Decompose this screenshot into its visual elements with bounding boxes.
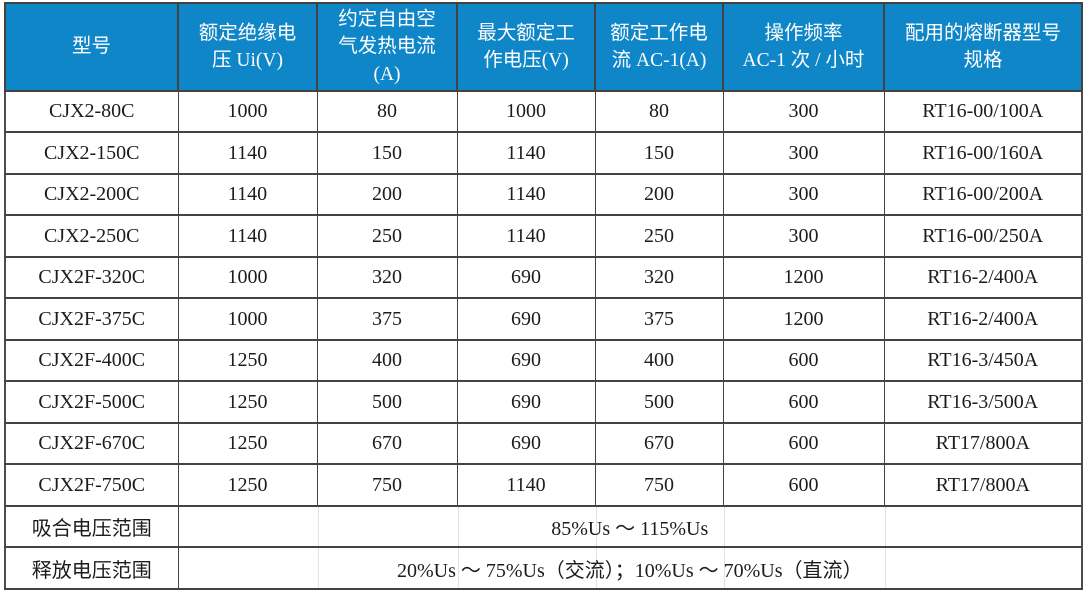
table-cell: 300 [722,89,885,134]
model-cell: CJX2F-400C [4,338,179,383]
footer-value: 20%Us ～ 75%Us（交流）；10%Us ～ 70%Us（直流） [177,546,1083,590]
table-cell: 200 [316,172,458,217]
table-cell: 300 [722,214,885,258]
table-cell: 500 [316,380,458,424]
table-cell: RT16-2/400A [883,297,1083,341]
table-cell: 1000 [177,255,318,300]
model-cell: CJX2F-750C [4,463,179,507]
table-cell: 670 [594,421,724,466]
table-row: CJX2F-750C 1250 750 1140 750 600 RT17/800A [4,463,1083,507]
footer-row: 吸合电压范围 85%Us ～ 115%Us [4,504,1083,549]
table-cell: 750 [316,463,458,507]
table-cell: 250 [594,214,724,258]
table-row: CJX2F-375C 1000 375 690 375 1200 RT16-2/400A [4,297,1083,341]
model-cell: CJX2F-375C [4,297,179,341]
model-cell: CJX2F-320C [4,255,179,300]
table-cell: 400 [316,338,458,383]
table-cell: 690 [456,421,596,466]
table-cell: 375 [316,297,458,341]
table-cell: 1140 [456,214,596,258]
model-cell: CJX2F-500C [4,380,179,424]
table-cell: 1140 [177,214,318,258]
table-cell: 80 [316,89,458,134]
column-header: 最大额定工 作电压(V) [456,2,596,92]
table-cell: 690 [456,338,596,383]
model-cell: CJX2F-670C [4,421,179,466]
table-cell: 150 [316,131,458,175]
table-row: CJX2-150C 1140 150 1140 150 300 RT16-00/160A [4,131,1083,175]
table-cell: 400 [594,338,724,383]
table-cell: 600 [722,463,885,507]
table-cell: RT16-2/400A [883,255,1083,300]
table-cell: 750 [594,463,724,507]
table-cell: 250 [316,214,458,258]
model-cell: CJX2-80C [4,89,179,134]
table-cell: 1200 [722,297,885,341]
table-cell: 690 [456,255,596,300]
column-header: 操作频率 AC-1 次 / 小时 [722,2,885,92]
column-header: 约定自由空 气发热电流 (A) [316,2,458,92]
column-header: 配用的熔断器型号 规格 [883,2,1083,92]
table-cell: RT16-00/250A [883,214,1083,258]
table-cell: 1250 [177,421,318,466]
table-cell: 1140 [456,131,596,175]
contactor-spec-table: 型号 额定绝缘电 压 Ui(V) 约定自由空 气发热电流 (A) 最大额定工 作电压(… [4,2,1083,590]
table-row: CJX2F-500C 1250 500 690 500 600 RT16-3/500A [4,380,1083,424]
table-cell: 300 [722,131,885,175]
table-cell: 1250 [177,463,318,507]
table-cell: 1250 [177,380,318,424]
table-cell: 200 [594,172,724,217]
table-cell: 690 [456,380,596,424]
table-cell: 1250 [177,338,318,383]
table-cell: 1000 [177,297,318,341]
table-cell: 150 [594,131,724,175]
footer-label: 释放电压范围 [4,546,179,590]
table-body: CJX2-80C 1000 80 1000 80 300 RT16-00/100A CJX2-… [4,89,1083,590]
table-cell: 80 [594,89,724,134]
model-cell: CJX2-250C [4,214,179,258]
footer-value: 85%Us ～ 115%Us [177,504,1083,549]
footer-label: 吸合电压范围 [4,504,179,549]
column-header: 额定工作电 流 AC-1(A) [594,2,724,92]
header-row: 型号 额定绝缘电 压 Ui(V) 约定自由空 气发热电流 (A) 最大额定工 作电压(… [4,2,1083,92]
table-cell: RT16-00/160A [883,131,1083,175]
table-row: CJX2F-400C 1250 400 690 400 600 RT16-3/450A [4,338,1083,383]
table-cell: 670 [316,421,458,466]
table-row: CJX2-250C 1140 250 1140 250 300 RT16-00/250A [4,214,1083,258]
table-cell: 300 [722,172,885,217]
table-cell: RT16-3/450A [883,338,1083,383]
table-cell: 600 [722,380,885,424]
table-cell: 600 [722,421,885,466]
table-cell: 500 [594,380,724,424]
table-cell: 375 [594,297,724,341]
table-cell: 600 [722,338,885,383]
table-cell: 1000 [456,89,596,134]
footer-row: 释放电压范围 20%Us ～ 75%Us（交流）；10%Us ～ 70%Us（直流… [4,546,1083,590]
table-cell: RT17/800A [883,421,1083,466]
table-cell: RT17/800A [883,463,1083,507]
table-cell: 1140 [456,172,596,217]
table-cell: 1000 [177,89,318,134]
table-cell: 320 [316,255,458,300]
model-cell: CJX2-150C [4,131,179,175]
table-cell: RT16-00/100A [883,89,1083,134]
table-row: CJX2-80C 1000 80 1000 80 300 RT16-00/100A [4,89,1083,134]
column-header: 额定绝缘电 压 Ui(V) [177,2,318,92]
table-cell: 1140 [177,131,318,175]
table-cell: 1140 [456,463,596,507]
table-cell: 1200 [722,255,885,300]
table-cell: 690 [456,297,596,341]
table-cell: 320 [594,255,724,300]
table-cell: 1140 [177,172,318,217]
model-cell: CJX2-200C [4,172,179,217]
table-cell: RT16-00/200A [883,172,1083,217]
column-header: 型号 [4,2,179,92]
table-row: CJX2-200C 1140 200 1140 200 300 RT16-00/200A [4,172,1083,217]
table-cell: RT16-3/500A [883,380,1083,424]
table-row: CJX2F-670C 1250 670 690 670 600 RT17/800A [4,421,1083,466]
table-row: CJX2F-320C 1000 320 690 320 1200 RT16-2/400A [4,255,1083,300]
